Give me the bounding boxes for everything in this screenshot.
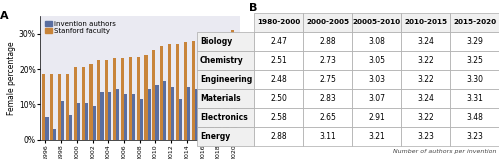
Bar <box>226 81 230 140</box>
Bar <box>152 50 155 140</box>
Y-axis label: Female percentage: Female percentage <box>7 41 16 115</box>
Bar <box>93 106 96 140</box>
Bar <box>42 74 45 140</box>
Bar <box>200 39 203 140</box>
Bar <box>203 92 206 140</box>
Bar <box>184 42 187 140</box>
Bar <box>160 46 163 140</box>
Bar <box>231 30 234 140</box>
Bar <box>45 117 48 140</box>
Bar <box>53 129 56 140</box>
Bar <box>211 76 214 140</box>
Bar <box>192 41 195 140</box>
Text: A: A <box>0 11 8 21</box>
Bar <box>113 58 116 140</box>
Bar <box>137 57 140 140</box>
Bar <box>171 87 174 140</box>
Bar <box>121 58 124 140</box>
Bar <box>223 34 226 140</box>
Bar <box>132 94 135 140</box>
Bar <box>140 99 143 140</box>
Bar <box>148 89 151 140</box>
Bar <box>179 99 182 140</box>
Bar <box>218 87 222 140</box>
Bar <box>129 57 132 140</box>
Text: B: B <box>250 3 258 13</box>
Bar <box>85 103 88 140</box>
Bar <box>195 89 198 140</box>
Bar <box>58 74 61 140</box>
Bar <box>61 101 64 140</box>
Bar <box>89 64 93 140</box>
Bar <box>234 71 237 140</box>
Bar <box>50 74 53 140</box>
Bar <box>74 67 77 140</box>
Bar <box>207 37 211 140</box>
Bar <box>108 92 111 140</box>
Bar <box>100 92 104 140</box>
Bar <box>168 44 171 140</box>
Bar <box>124 94 127 140</box>
Bar <box>187 87 190 140</box>
Bar <box>77 103 80 140</box>
Text: Number of authors per invention: Number of authors per invention <box>393 149 497 154</box>
Bar <box>105 60 108 140</box>
Bar <box>69 115 72 140</box>
Bar <box>163 81 167 140</box>
Bar <box>215 35 218 140</box>
Legend: invention authors, Stanford faculty: invention authors, Stanford faculty <box>43 19 117 36</box>
Bar <box>97 60 100 140</box>
Bar <box>155 85 159 140</box>
Bar <box>81 67 85 140</box>
Bar <box>66 74 69 140</box>
Bar <box>176 44 179 140</box>
Bar <box>116 89 119 140</box>
Bar <box>144 55 148 140</box>
